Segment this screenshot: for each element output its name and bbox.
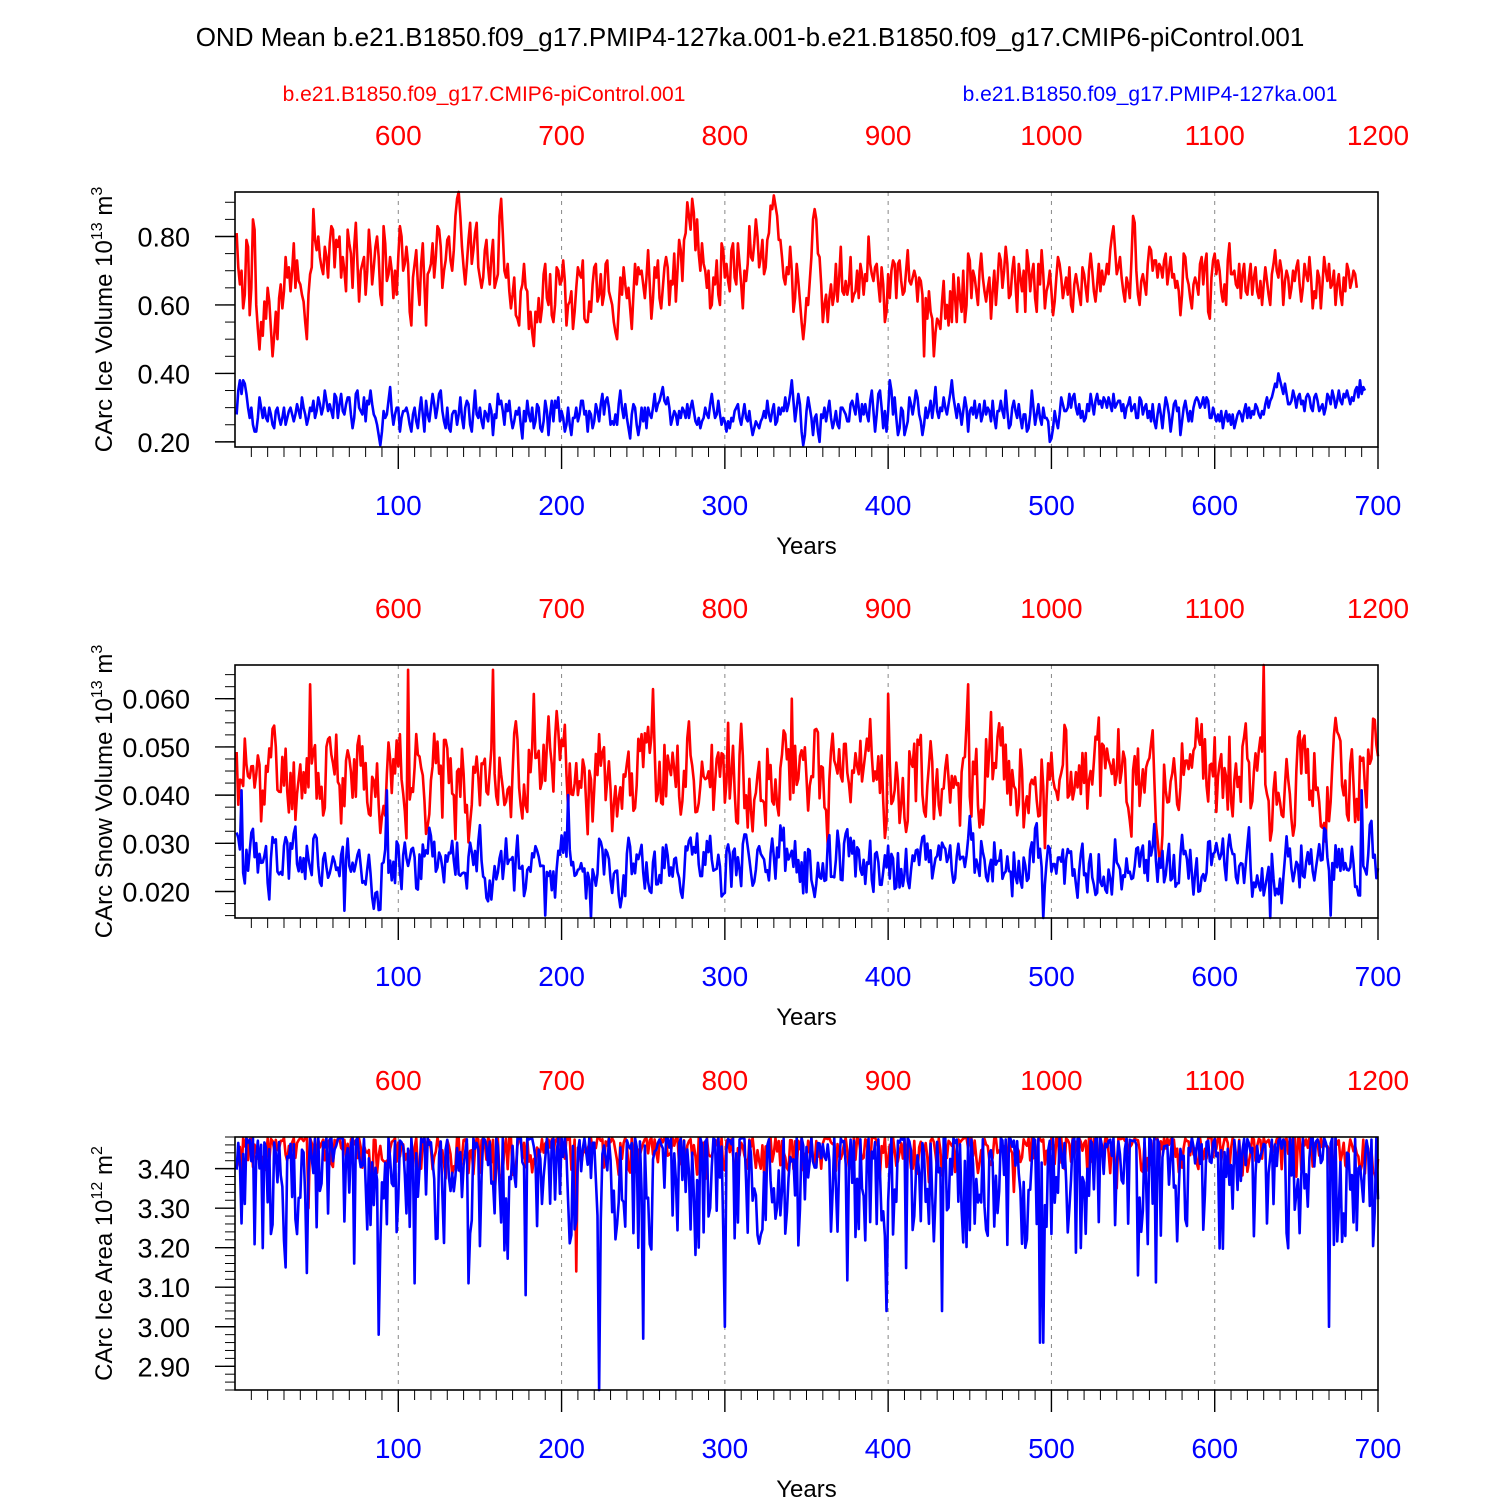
y-tick-label: 0.040: [122, 781, 190, 811]
x-tick-label-pmip4: 700: [1355, 1433, 1402, 1464]
x-tick-label-picontrol: 800: [701, 1065, 748, 1096]
x-tick-label-picontrol: 600: [375, 593, 422, 624]
x-tick-label-pmip4: 600: [1191, 961, 1238, 992]
x-tick-label-picontrol: 1000: [1020, 593, 1082, 624]
y-axis-label: CArc Snow Volume 1013 m3: [89, 645, 118, 939]
y-tick-label: 3.20: [137, 1234, 190, 1264]
x-tick-label-pmip4: 200: [538, 490, 585, 521]
x-tick-label-picontrol: 1100: [1185, 1065, 1245, 1096]
x-tick-label-pmip4: 200: [538, 961, 585, 992]
x-tick-label-pmip4: 500: [1028, 1433, 1075, 1464]
x-tick-label-picontrol: 1200: [1347, 1065, 1409, 1096]
x-tick-label-picontrol: 700: [538, 120, 585, 151]
chart-panel-3: 2.90 3.00 3.10 3.20 3.30 3.40 100 200 300 400 500 6…: [89, 1065, 1409, 1500]
x-tick-label-pmip4: 400: [865, 961, 912, 992]
chart-panel-2: 0.020 0.030 0.040 0.050 0.060 100 200 300 400 500…: [89, 593, 1409, 1031]
x-tick-label-pmip4: 100: [375, 961, 422, 992]
x-tick-label-pmip4: 200: [538, 1433, 585, 1464]
x-tick-label-picontrol: 1000: [1020, 1065, 1082, 1096]
chart-panel-1: 0.20 0.40 0.60 0.80 100 200 300 400 500 600 700 600…: [89, 120, 1409, 560]
series-picontrol-line: [235, 663, 1380, 862]
figure-title: OND Mean b.e21.B1850.f09_g17.PMIP4-127ka…: [196, 22, 1305, 52]
x-tick-label-picontrol: 800: [701, 120, 748, 151]
x-tick-label-picontrol: 600: [375, 1065, 422, 1096]
y-axis-label: CArc Ice Volume 1013 m3: [89, 187, 118, 453]
x-tick-label-pmip4: 600: [1191, 1433, 1238, 1464]
legend-pmip4: b.e21.B1850.f09_g17.PMIP4-127ka.001: [963, 83, 1338, 106]
x-tick-label-pmip4: 300: [701, 1433, 748, 1464]
series-pmip4-line: [235, 372, 1367, 447]
y-tick-label: 0.60: [137, 291, 190, 321]
x-tick-label-pmip4: 600: [1191, 490, 1238, 521]
x-axis-label: Years: [776, 1476, 837, 1500]
x-axis-label: Years: [776, 1004, 837, 1031]
y-tick-label: 0.060: [122, 685, 190, 715]
y-axis-label: CArc Ice Area 1012 m2: [89, 1146, 118, 1381]
x-tick-label-pmip4: 500: [1028, 961, 1075, 992]
x-tick-label-pmip4: 400: [865, 490, 912, 521]
y-tick-label: 2.90: [137, 1352, 190, 1382]
y-tick-label: 0.030: [122, 829, 190, 859]
x-axis-label: Years: [776, 533, 837, 560]
panels: 0.20 0.40 0.60 0.80 100 200 300 400 500 600 700 600…: [89, 120, 1409, 1500]
x-tick-label-picontrol: 1200: [1347, 593, 1409, 624]
y-tick-label: 3.40: [137, 1155, 190, 1185]
y-tick-label: 3.00: [137, 1313, 190, 1343]
x-tick-label-pmip4: 400: [865, 1433, 912, 1464]
legend-picontrol: b.e21.B1850.f09_g17.CMIP6-piControl.001: [283, 83, 686, 106]
x-tick-label-pmip4: 100: [375, 1433, 422, 1464]
y-tick-label: 0.20: [137, 428, 190, 458]
x-tick-label-picontrol: 1100: [1185, 593, 1245, 624]
x-tick-label-picontrol: 1000: [1020, 120, 1082, 151]
y-tick-label: 0.40: [137, 359, 190, 389]
x-tick-label-picontrol: 700: [538, 1065, 585, 1096]
y-tick-label: 3.30: [137, 1194, 190, 1224]
x-tick-label-picontrol: 1200: [1347, 120, 1409, 151]
x-tick-label-pmip4: 700: [1355, 490, 1402, 521]
x-tick-label-picontrol: 900: [865, 593, 912, 624]
x-tick-label-pmip4: 500: [1028, 490, 1075, 521]
x-tick-label-picontrol: 900: [865, 1065, 912, 1096]
x-tick-label-pmip4: 100: [375, 490, 422, 521]
series-pmip4-line: [235, 1136, 1380, 1392]
series-pmip4-line: [235, 789, 1380, 920]
y-tick-label: 0.80: [137, 222, 190, 252]
x-tick-label-picontrol: 1100: [1185, 120, 1245, 151]
x-tick-label-picontrol: 900: [865, 120, 912, 151]
y-tick-label: 0.020: [122, 877, 190, 907]
y-tick-label: 3.10: [137, 1273, 190, 1303]
x-tick-label-picontrol: 800: [701, 593, 748, 624]
x-tick-label-pmip4: 700: [1355, 961, 1402, 992]
x-tick-label-picontrol: 700: [538, 593, 585, 624]
x-tick-label-picontrol: 600: [375, 120, 422, 151]
x-tick-label-pmip4: 300: [701, 490, 748, 521]
x-tick-label-pmip4: 300: [701, 961, 748, 992]
y-tick-label: 0.050: [122, 733, 190, 763]
series-picontrol-line: [235, 190, 1359, 358]
